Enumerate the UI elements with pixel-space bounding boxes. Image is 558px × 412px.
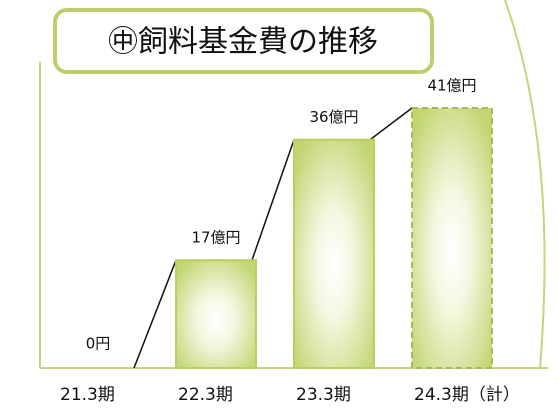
value-label: 17億円 [191,229,240,247]
x-tick-label: 22.3期 [178,385,233,405]
connector [251,139,295,261]
connector [369,107,413,141]
x-tick-label: 21.3期 [60,385,115,405]
chart-title: ㊥飼料基金費の推移 [108,25,378,60]
value-label: 36億円 [309,108,358,126]
x-tick-label: 24.3期（計） [414,385,520,405]
bar [293,138,375,369]
value-label: 41億円 [427,77,476,95]
x-tick-label: 23.3期 [296,385,351,405]
bar [175,259,257,370]
frame-curve [504,0,546,369]
title-box [53,8,434,74]
connector [133,259,177,369]
value-label: 0円 [86,335,111,353]
bar [411,107,493,369]
